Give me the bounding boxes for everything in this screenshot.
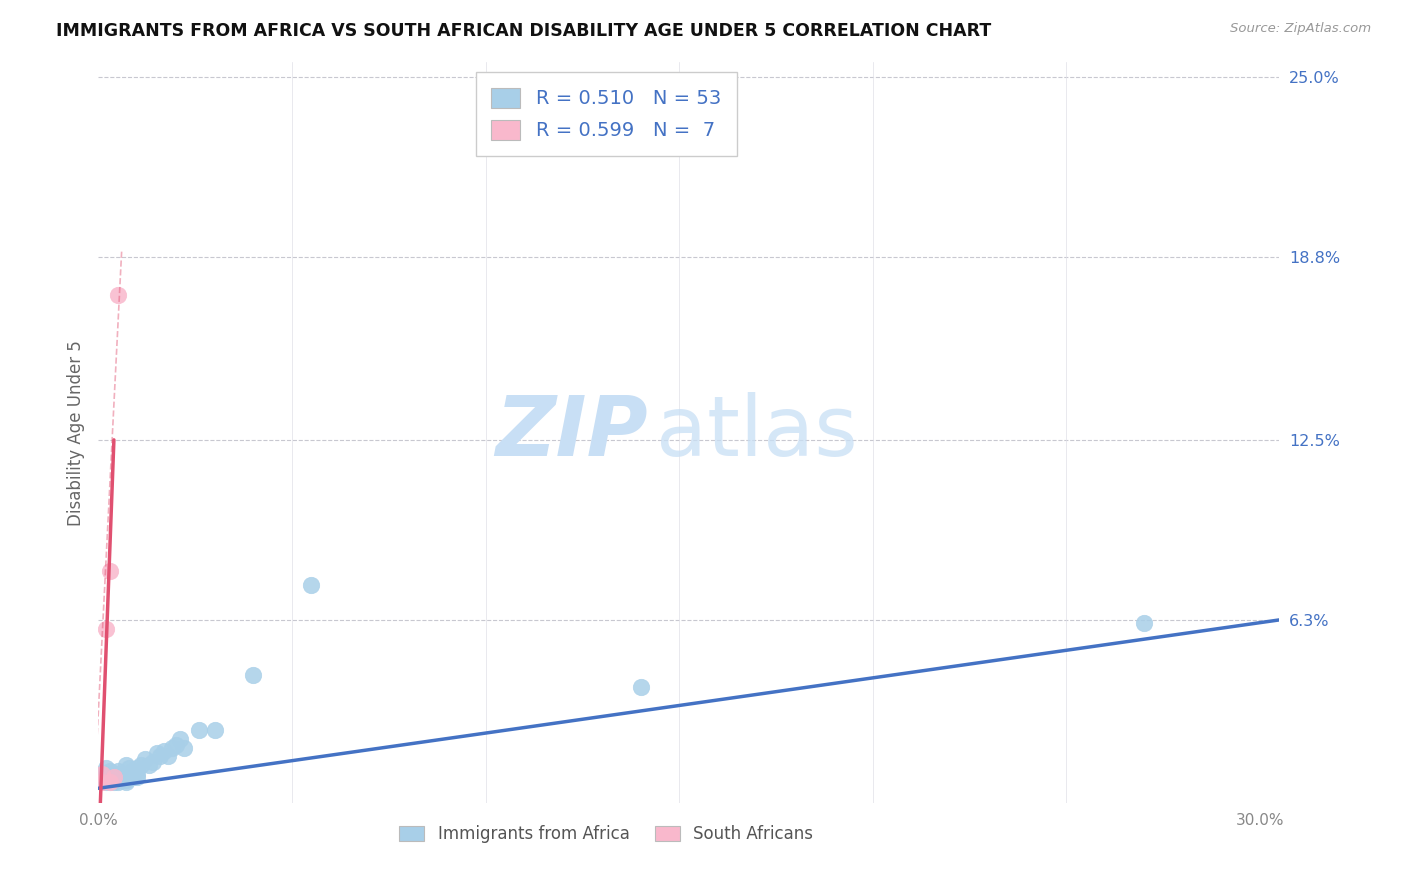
Point (98, 775, 121, 789)
Point (149, 749, 172, 764)
Point (118, 761, 141, 775)
Point (122, 764, 145, 778)
Point (98, 775, 121, 789)
Point (103, 770, 125, 784)
Text: IMMIGRANTS FROM AFRICA VS SOUTH AFRICAN DISABILITY AGE UNDER 5 CORRELATION CHART: IMMIGRANTS FROM AFRICA VS SOUTH AFRICAN … (56, 22, 991, 40)
Point (111, 770, 134, 784)
Point (145, 747, 167, 761)
Y-axis label: Disability Age Under 5: Disability Age Under 5 (66, 340, 84, 525)
Point (107, 775, 129, 789)
Point (242, 668, 264, 682)
Point (169, 731, 191, 746)
Point (96, 772, 118, 787)
Point (188, 723, 211, 738)
Point (107, 764, 129, 778)
Point (98, 766, 121, 780)
Point (107, 766, 129, 780)
Point (103, 766, 125, 780)
Point (173, 740, 195, 755)
Point (107, 287, 129, 301)
Point (299, 578, 322, 592)
Legend: Immigrants from Africa, South Africans: Immigrants from Africa, South Africans (392, 819, 820, 850)
Point (96, 761, 118, 775)
Point (96, 766, 118, 780)
Point (111, 766, 134, 780)
Point (103, 770, 125, 784)
Point (96, 775, 118, 789)
Point (153, 743, 176, 757)
Point (118, 770, 141, 784)
Point (98, 764, 121, 778)
Point (103, 772, 125, 787)
Point (96, 622, 118, 636)
Point (91, 766, 114, 780)
Point (160, 740, 183, 755)
Point (91, 766, 114, 780)
Point (630, 680, 652, 694)
Point (91, 772, 114, 787)
Point (98, 770, 121, 784)
Point (91, 770, 114, 784)
Point (103, 775, 125, 789)
Point (111, 772, 134, 787)
Text: Source: ZipAtlas.com: Source: ZipAtlas.com (1230, 22, 1371, 36)
Point (1133, 615, 1156, 630)
Point (127, 761, 149, 775)
Point (127, 770, 149, 784)
Point (107, 772, 129, 787)
Point (127, 766, 149, 780)
Point (91, 775, 114, 789)
Point (114, 758, 136, 772)
Point (165, 738, 187, 752)
Point (114, 775, 136, 789)
Point (134, 752, 156, 766)
Point (114, 772, 136, 787)
Text: ZIP: ZIP (495, 392, 648, 473)
Point (138, 758, 160, 772)
Point (114, 770, 136, 784)
Point (204, 723, 226, 738)
Point (122, 770, 145, 784)
Point (98, 564, 121, 578)
Point (107, 770, 129, 784)
Point (129, 758, 152, 772)
Point (157, 749, 180, 764)
Text: atlas: atlas (655, 392, 858, 473)
Point (142, 755, 165, 769)
Point (98, 772, 121, 787)
